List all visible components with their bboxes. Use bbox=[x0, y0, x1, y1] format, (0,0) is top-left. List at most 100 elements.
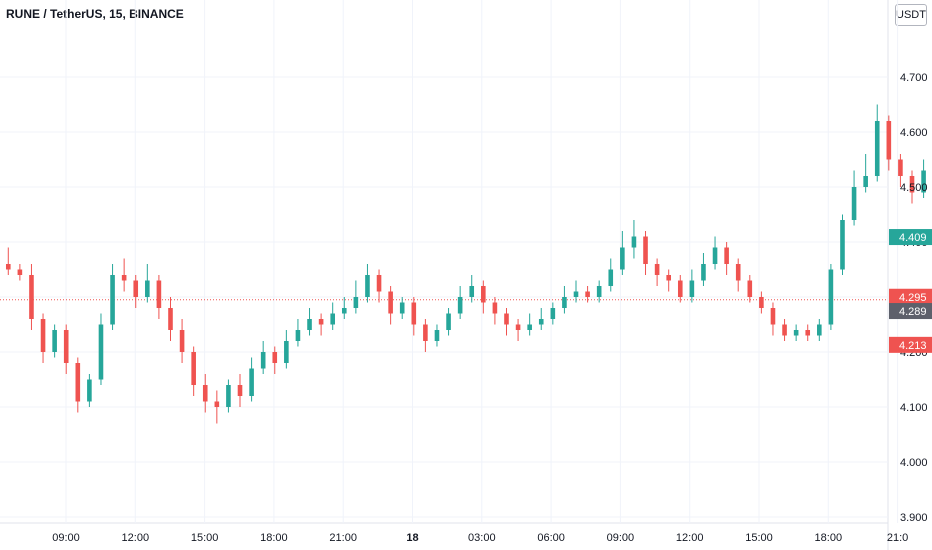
candle bbox=[677, 275, 683, 303]
candle bbox=[840, 214, 845, 275]
candle bbox=[701, 253, 706, 286]
candle-body bbox=[909, 176, 915, 193]
candle bbox=[782, 319, 787, 341]
candle-body bbox=[5, 264, 11, 270]
candle-body bbox=[921, 170, 926, 193]
candle bbox=[538, 308, 544, 330]
candle bbox=[226, 379, 231, 413]
candle-body bbox=[87, 379, 92, 402]
candle bbox=[98, 313, 104, 385]
candle-body bbox=[724, 247, 729, 264]
candle-body bbox=[330, 313, 335, 325]
candle-body bbox=[341, 308, 347, 314]
candle-body bbox=[770, 308, 776, 325]
candle bbox=[191, 346, 196, 396]
currency-button[interactable]: USDT bbox=[895, 4, 927, 26]
candle-body bbox=[840, 220, 845, 270]
candle-body bbox=[596, 286, 602, 297]
candle-body bbox=[307, 319, 312, 330]
price-tick-label: 4.700 bbox=[900, 72, 928, 84]
candle-body bbox=[52, 330, 57, 352]
candle bbox=[365, 264, 370, 303]
candle-body bbox=[446, 313, 451, 330]
candle bbox=[724, 242, 729, 275]
candle-body bbox=[191, 352, 196, 385]
candle-body bbox=[538, 319, 544, 325]
candle bbox=[689, 269, 695, 303]
candle bbox=[886, 115, 892, 171]
candle-body bbox=[365, 275, 370, 297]
candle-body bbox=[17, 269, 23, 275]
candle bbox=[110, 264, 115, 330]
price-tick-label: 4.100 bbox=[900, 402, 928, 414]
candle-body bbox=[817, 324, 822, 336]
price-label-bg bbox=[889, 336, 932, 353]
candle bbox=[353, 280, 359, 314]
candle-body bbox=[63, 330, 69, 363]
price-tick-label: 4.600 bbox=[900, 127, 928, 139]
candle-body bbox=[515, 324, 521, 330]
candle bbox=[596, 280, 602, 303]
candle-body bbox=[168, 308, 173, 330]
candle bbox=[179, 319, 185, 363]
candle bbox=[793, 324, 799, 341]
candle-body bbox=[411, 302, 417, 325]
candle-body bbox=[272, 352, 278, 363]
time-tick-label: 18 bbox=[406, 532, 418, 544]
price-label-bg bbox=[889, 288, 932, 305]
time-tick-label: 15:00 bbox=[745, 532, 773, 544]
candle-body bbox=[214, 401, 220, 407]
candle bbox=[156, 275, 162, 319]
candle bbox=[759, 291, 764, 314]
candle-body bbox=[75, 363, 81, 402]
candle bbox=[307, 308, 312, 336]
candle-body bbox=[353, 297, 359, 308]
candle-body bbox=[110, 275, 115, 325]
candle bbox=[770, 302, 776, 336]
candle-body bbox=[434, 330, 440, 341]
candle bbox=[851, 170, 857, 226]
candle-body bbox=[98, 324, 104, 380]
candle bbox=[63, 324, 69, 374]
candle-body bbox=[585, 291, 590, 297]
candle-body bbox=[399, 302, 405, 314]
candle bbox=[504, 308, 509, 336]
candle bbox=[75, 357, 81, 413]
time-tick-label: 12:00 bbox=[676, 532, 704, 544]
candle-body bbox=[863, 176, 868, 187]
candle bbox=[145, 264, 150, 303]
candle bbox=[29, 264, 34, 330]
entry-price-label: 4.289 bbox=[889, 303, 932, 320]
candle bbox=[457, 286, 463, 319]
candle bbox=[87, 374, 92, 407]
candle bbox=[446, 308, 451, 336]
candle bbox=[469, 275, 475, 303]
stop-price-label: 4.213 bbox=[889, 336, 932, 353]
candle-body bbox=[701, 264, 706, 281]
candle-body bbox=[260, 352, 266, 369]
candle-body bbox=[608, 269, 614, 286]
candle-body bbox=[782, 324, 787, 336]
candle-body bbox=[376, 275, 382, 292]
candle bbox=[260, 341, 266, 374]
candle bbox=[376, 269, 382, 303]
candle bbox=[909, 170, 915, 204]
candle-body bbox=[620, 247, 625, 270]
candle-body bbox=[677, 280, 683, 297]
candle bbox=[573, 280, 579, 303]
candle-body bbox=[550, 308, 556, 319]
candle bbox=[411, 297, 417, 336]
candle-body bbox=[249, 368, 254, 396]
candle-body bbox=[874, 121, 880, 176]
candle-body bbox=[226, 385, 231, 407]
candle-body bbox=[631, 236, 637, 248]
candle-body bbox=[654, 264, 660, 275]
time-tick-label: 18:00 bbox=[815, 532, 843, 544]
candle bbox=[817, 319, 822, 341]
candle bbox=[666, 269, 671, 292]
candle-body bbox=[237, 385, 243, 396]
last-price-label: 4.295 bbox=[889, 288, 932, 305]
price-tick-label: 4.500 bbox=[900, 182, 928, 194]
candle-body bbox=[318, 319, 324, 325]
